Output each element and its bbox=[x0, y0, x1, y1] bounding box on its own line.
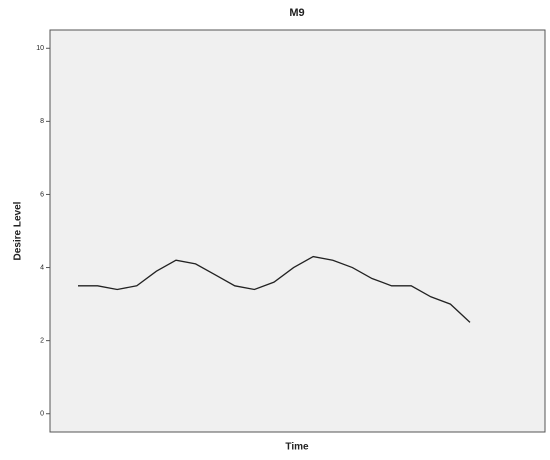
y-tick-label: 8 bbox=[40, 118, 44, 125]
y-axis-label: Desire Level bbox=[13, 201, 24, 260]
y-tick-label: 2 bbox=[40, 337, 44, 344]
plot-area bbox=[49, 29, 546, 433]
y-tick-label: 4 bbox=[40, 264, 44, 271]
y-tick-label: 0 bbox=[40, 411, 44, 418]
y-tick-label: 10 bbox=[36, 45, 44, 52]
data-line bbox=[78, 255, 471, 323]
x-axis-label: Time bbox=[285, 442, 309, 453]
chart-title: M9 bbox=[289, 7, 304, 19]
y-tick-label: 6 bbox=[40, 191, 44, 198]
